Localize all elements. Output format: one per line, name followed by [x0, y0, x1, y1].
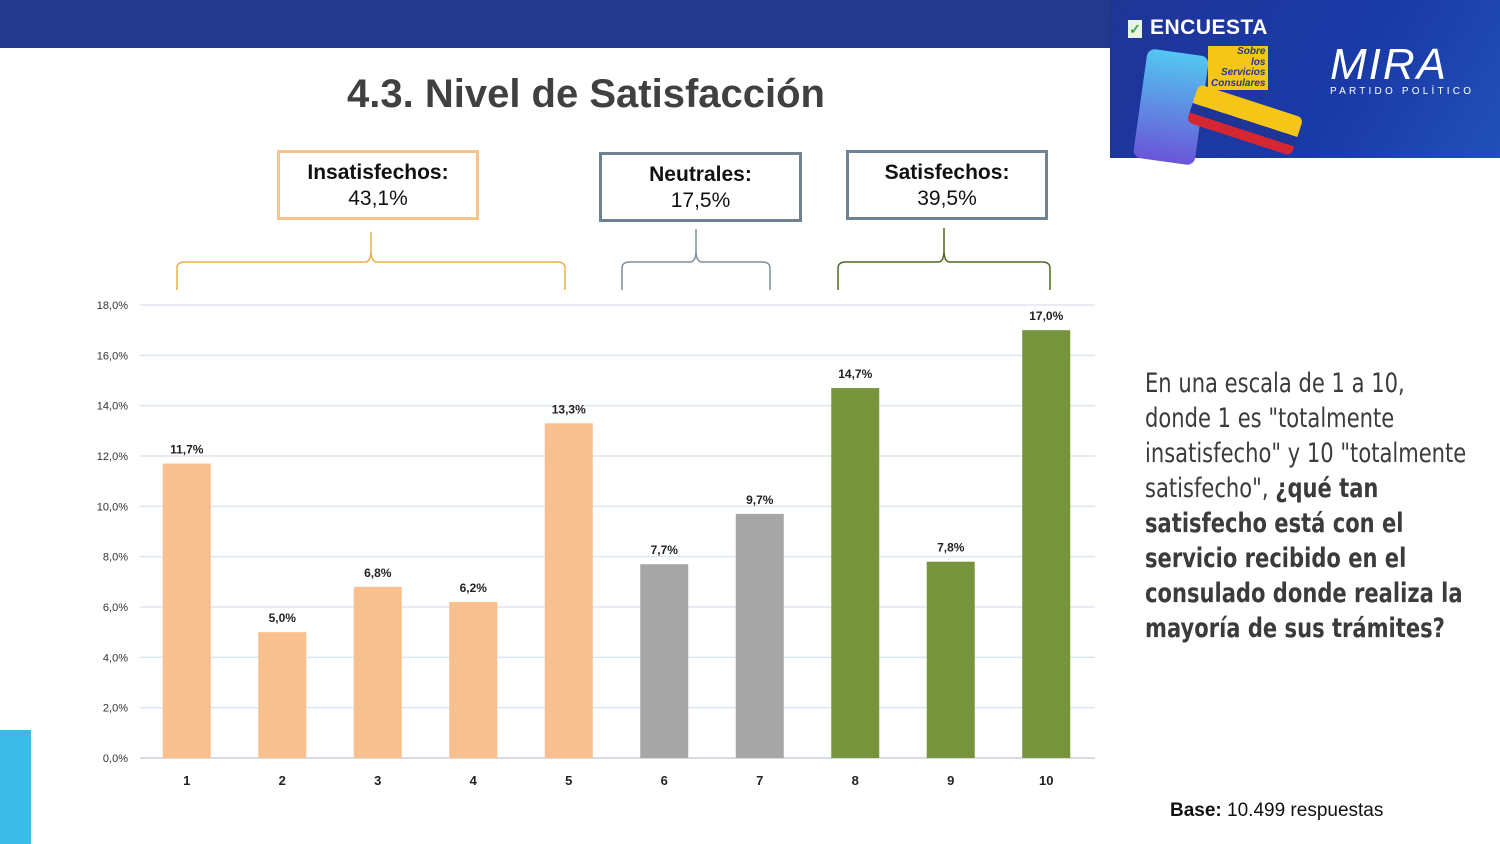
- data-label: 11,7%: [170, 443, 204, 457]
- sub-line: Sobre: [1237, 46, 1266, 57]
- data-label: 6,2%: [460, 581, 488, 595]
- bar: [831, 388, 880, 758]
- group-value: 43,1%: [348, 187, 408, 210]
- base-value: 10.499 respuestas: [1227, 800, 1384, 821]
- y-tick-label: 2,0%: [103, 703, 128, 715]
- group-box-satisfechos: Satisfechos: 39,5%: [846, 150, 1048, 220]
- data-label: 7,8%: [937, 541, 965, 555]
- x-tick-label: 9: [947, 773, 954, 788]
- group-value: 17,5%: [670, 189, 731, 212]
- group-label: Insatisfechos:: [307, 161, 449, 184]
- x-tick-label: 6: [661, 773, 668, 788]
- brand-logo: MIRA: [1330, 40, 1448, 89]
- x-tick-label: 4: [470, 773, 478, 788]
- y-tick-label: 16,0%: [97, 350, 128, 362]
- base-note: Base: 10.499 respuestas: [1170, 800, 1383, 822]
- bar: [544, 423, 593, 758]
- data-label: 17,0%: [1029, 309, 1063, 323]
- y-tick-label: 6,0%: [103, 602, 128, 614]
- y-tick-label: 14,0%: [97, 401, 128, 413]
- accent-bar: [0, 730, 31, 844]
- x-tick-label: 7: [756, 773, 763, 788]
- x-tick-label: 1: [183, 773, 190, 788]
- data-label: 6,8%: [364, 566, 392, 580]
- sub-line: Servicios: [1220, 67, 1266, 78]
- question-bold: ¿qué tan satisfecho está con el servicio…: [1145, 473, 1463, 644]
- data-label: 13,3%: [552, 402, 586, 416]
- bar: [353, 586, 402, 758]
- group-box-neutrales: Neutrales: 17,5%: [599, 152, 802, 222]
- data-label: 14,7%: [838, 367, 872, 381]
- bar: [1022, 330, 1071, 758]
- base-label: Base:: [1170, 800, 1222, 821]
- data-label: 9,7%: [746, 493, 774, 507]
- bar: [926, 561, 975, 758]
- y-tick-label: 0,0%: [103, 753, 128, 765]
- y-tick-label: 18,0%: [97, 300, 128, 312]
- survey-subtitle: Sobre los Servicios Consulares: [1208, 46, 1269, 90]
- x-tick-label: 5: [565, 773, 572, 788]
- bar: [640, 564, 689, 758]
- x-tick-label: 10: [1039, 773, 1053, 788]
- x-tick-label: 2: [279, 773, 286, 788]
- y-tick-label: 10,0%: [97, 501, 128, 513]
- brand-subtitle: PARTIDO POLÍTICO: [1330, 86, 1475, 97]
- group-label: Satisfechos:: [884, 161, 1010, 184]
- bar: [449, 601, 498, 758]
- group-label: Neutrales:: [649, 163, 752, 186]
- bar: [258, 632, 307, 758]
- y-tick-label: 8,0%: [103, 552, 128, 564]
- sub-line: los: [1251, 56, 1266, 68]
- group-value: 39,5%: [917, 187, 977, 210]
- x-tick-label: 3: [374, 773, 381, 788]
- data-label: 5,0%: [269, 611, 297, 625]
- bar: [735, 513, 784, 758]
- y-tick-label: 4,0%: [103, 652, 128, 664]
- x-tick-label: 8: [852, 773, 859, 788]
- header-cutout: [0, 48, 1120, 168]
- group-bracket: [621, 229, 771, 290]
- question-text: En una escala de 1 a 10, donde 1 es "tot…: [1145, 366, 1473, 646]
- group-bracket: [176, 232, 566, 290]
- group-bracket: [837, 228, 1051, 290]
- survey-label: ENCUESTA: [1150, 16, 1268, 39]
- check-icon: ✓: [1128, 20, 1142, 38]
- sub-line: Consulares: [1211, 77, 1266, 89]
- question-intro: En una escala de 1 a 10, donde 1 es "tot…: [1145, 368, 1467, 504]
- y-tick-label: 12,0%: [97, 451, 128, 463]
- bar: [162, 463, 211, 758]
- page-title: 4.3. Nivel de Satisfacción: [347, 72, 825, 116]
- group-box-insatisfechos: Insatisfechos: 43,1%: [277, 150, 479, 220]
- data-label: 7,7%: [651, 543, 679, 557]
